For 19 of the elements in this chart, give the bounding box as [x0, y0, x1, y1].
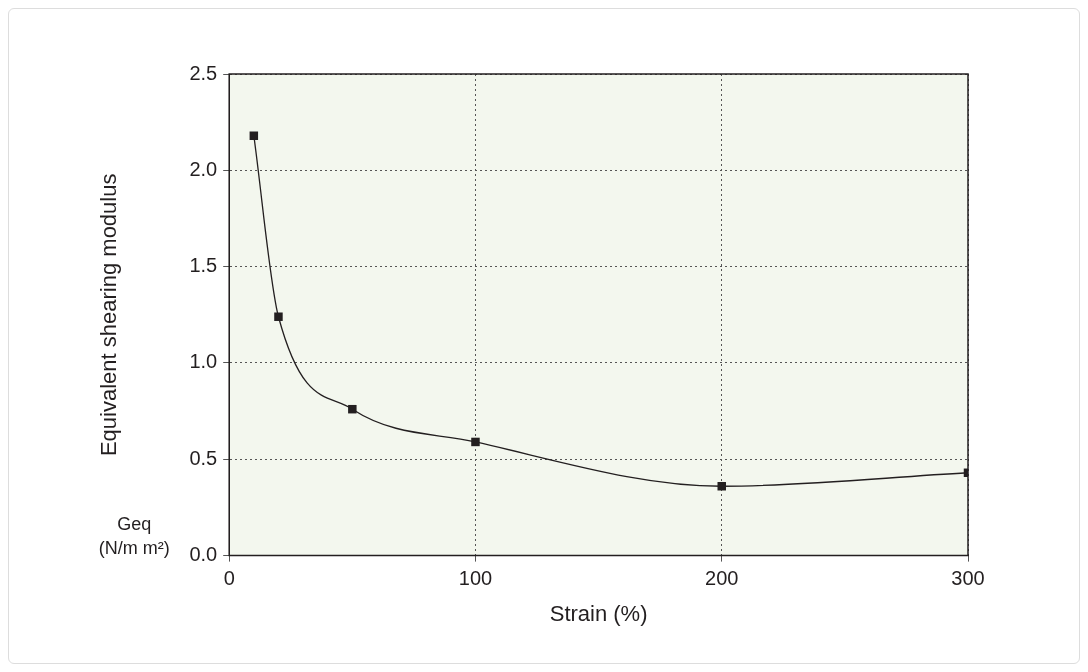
x-tick-label: 0 [223, 567, 235, 590]
x-tick-label: 300 [951, 567, 985, 590]
x-tick-label: 100 [458, 567, 493, 590]
y-axis-title: Equivalent shearing modulus [96, 173, 122, 457]
point [348, 404, 357, 414]
y-tick-label: 2.5 [189, 61, 218, 84]
y-tick-label: 1.0 [189, 350, 218, 373]
point [717, 482, 726, 491]
point [471, 437, 480, 447]
text: Geq [117, 513, 152, 534]
y-tick-label: 2.0 [189, 157, 218, 180]
y-tick-label: 0.5 [189, 446, 218, 469]
x-axis-title: Strain (%) [549, 600, 648, 626]
text: (N/m m²) [98, 537, 170, 558]
y-tick-label: 1.5 [189, 254, 218, 277]
point [274, 312, 283, 321]
x-tick-label: 200 [705, 567, 739, 590]
point [249, 131, 259, 140]
y-tick-label: 0.0 [189, 543, 218, 566]
